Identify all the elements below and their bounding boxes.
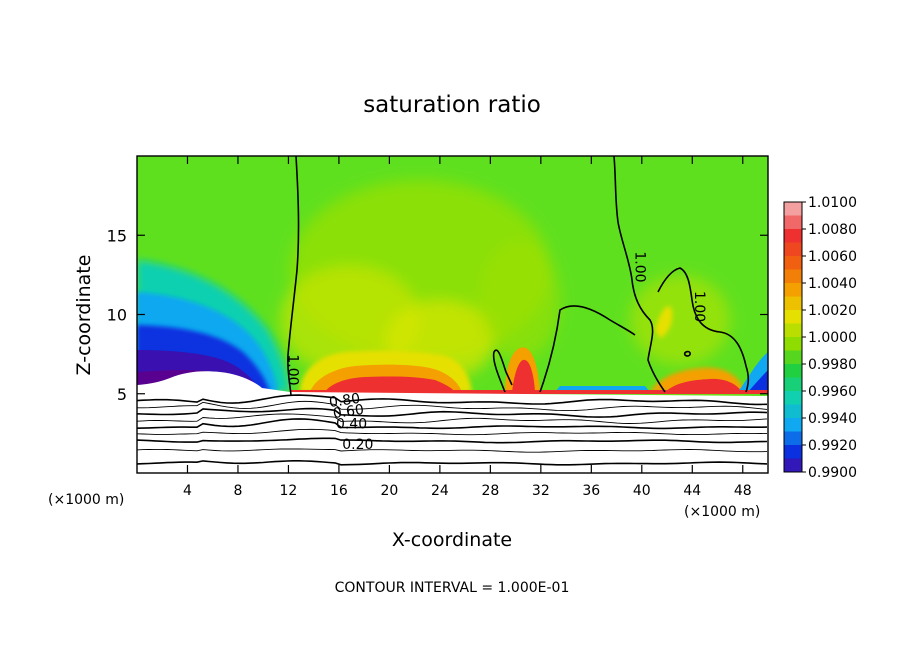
x-tick-label: 36 bbox=[582, 483, 600, 499]
colorbar-label: 0.9960 bbox=[808, 384, 857, 400]
surface-contours bbox=[137, 394, 768, 466]
surface-contour-line bbox=[137, 394, 768, 406]
y-axis: 5 10 15 bbox=[107, 226, 768, 404]
contour-labels: 1.00 1.00 1.00 0.800.600.40 0.20 bbox=[284, 251, 706, 453]
contour-label: 0.80 bbox=[328, 391, 361, 411]
y-tick-label: 10 bbox=[107, 306, 127, 325]
colorbar-label: 1.0080 bbox=[808, 222, 857, 238]
colorbar-bin bbox=[784, 283, 802, 297]
colorbar-bin bbox=[784, 458, 802, 473]
surface-contour-line bbox=[137, 448, 768, 453]
colorbar-label: 1.0060 bbox=[808, 249, 857, 265]
surface-contour-line bbox=[137, 428, 768, 436]
colorbar-bin bbox=[784, 404, 802, 419]
colorbar-bin bbox=[784, 229, 802, 243]
colorbar-label: 0.9920 bbox=[808, 438, 857, 454]
x-tick-label: 28 bbox=[481, 483, 499, 499]
colorbar-bin bbox=[784, 215, 802, 230]
contour-label: 0.40 bbox=[336, 417, 367, 433]
colorbar-bin bbox=[784, 296, 802, 311]
plot-area bbox=[137, 156, 768, 473]
field-upper-shading bbox=[280, 180, 730, 380]
surface-contour-line bbox=[137, 407, 768, 418]
colorbar-label: 1.0020 bbox=[808, 303, 857, 319]
surface-contour-line bbox=[137, 418, 768, 430]
surface-layer bbox=[137, 371, 768, 473]
x-tick-label: 44 bbox=[683, 483, 701, 499]
colorbar-bin bbox=[784, 350, 802, 365]
colorbar-bin bbox=[784, 310, 802, 324]
contour-lines-1p00 bbox=[287, 156, 750, 396]
colorbar-bin bbox=[784, 337, 802, 351]
x-tick-label: 8 bbox=[233, 483, 242, 499]
colorbar-bin bbox=[784, 445, 802, 459]
x-tick-label: 20 bbox=[380, 483, 398, 499]
surface-contour-line bbox=[137, 460, 768, 466]
colorbar-bin bbox=[784, 391, 802, 405]
colorbar-label: 1.0000 bbox=[808, 330, 857, 346]
y-tick-label: 5 bbox=[117, 385, 127, 404]
chart-title: saturation ratio bbox=[363, 92, 541, 118]
colorbar-label: 0.9900 bbox=[808, 465, 857, 481]
y-axis-label: Z-coordinate bbox=[73, 255, 95, 376]
surface-contour-line bbox=[137, 400, 768, 412]
contour-label: 0.20 bbox=[342, 437, 373, 453]
colorbar-bin bbox=[784, 202, 802, 216]
colorbar-label: 1.0100 bbox=[808, 195, 857, 211]
y-tick-label: 15 bbox=[107, 226, 127, 245]
x-tick-label: 40 bbox=[633, 483, 651, 499]
colorbar-bin bbox=[784, 242, 802, 257]
contour-label: 1.00 bbox=[631, 251, 647, 282]
colorbar-label: 0.9980 bbox=[808, 357, 857, 373]
colorbar-bin bbox=[784, 364, 802, 378]
colorbar-bin bbox=[784, 418, 802, 432]
surface-strip bbox=[290, 390, 768, 394]
colorbar-bin bbox=[784, 377, 802, 392]
x-axis: 4 8 12 16 20 24 28 32 36 40 44 48 bbox=[183, 156, 752, 499]
contour-label: 1.00 bbox=[691, 291, 707, 322]
colorbar-bin bbox=[784, 256, 802, 270]
x-unit-right: (×1000 m) bbox=[684, 504, 760, 520]
colorbar-bin bbox=[784, 269, 802, 284]
supersaturated-bands bbox=[300, 306, 768, 392]
colorbar-label: 0.9940 bbox=[808, 411, 857, 427]
surface-contour-line bbox=[137, 413, 768, 424]
colorbar-label: 1.0040 bbox=[808, 276, 857, 292]
x-tick-label: 32 bbox=[532, 483, 550, 499]
contour-label: 0.60 bbox=[332, 402, 365, 422]
colorbar: 1.0100 1.0080 1.0060 1.0040 1.0020 1.0000 0.99… bbox=[783, 195, 857, 481]
x-unit-left: (×1000 m) bbox=[48, 492, 124, 508]
contour-label: 1.00 bbox=[284, 354, 300, 385]
x-tick-label: 48 bbox=[734, 483, 752, 499]
x-axis-label: X-coordinate bbox=[392, 529, 512, 551]
colorbar-bin bbox=[784, 323, 802, 338]
x-tick-label: 12 bbox=[280, 483, 298, 499]
x-tick-label: 4 bbox=[183, 483, 192, 499]
surface-contour-line bbox=[137, 437, 768, 444]
colorbar-bin bbox=[784, 431, 802, 446]
contour-interval-note: CONTOUR INTERVAL = 1.000E-01 bbox=[335, 580, 570, 596]
x-tick-label: 24 bbox=[431, 483, 449, 499]
x-tick-label: 16 bbox=[330, 483, 348, 499]
